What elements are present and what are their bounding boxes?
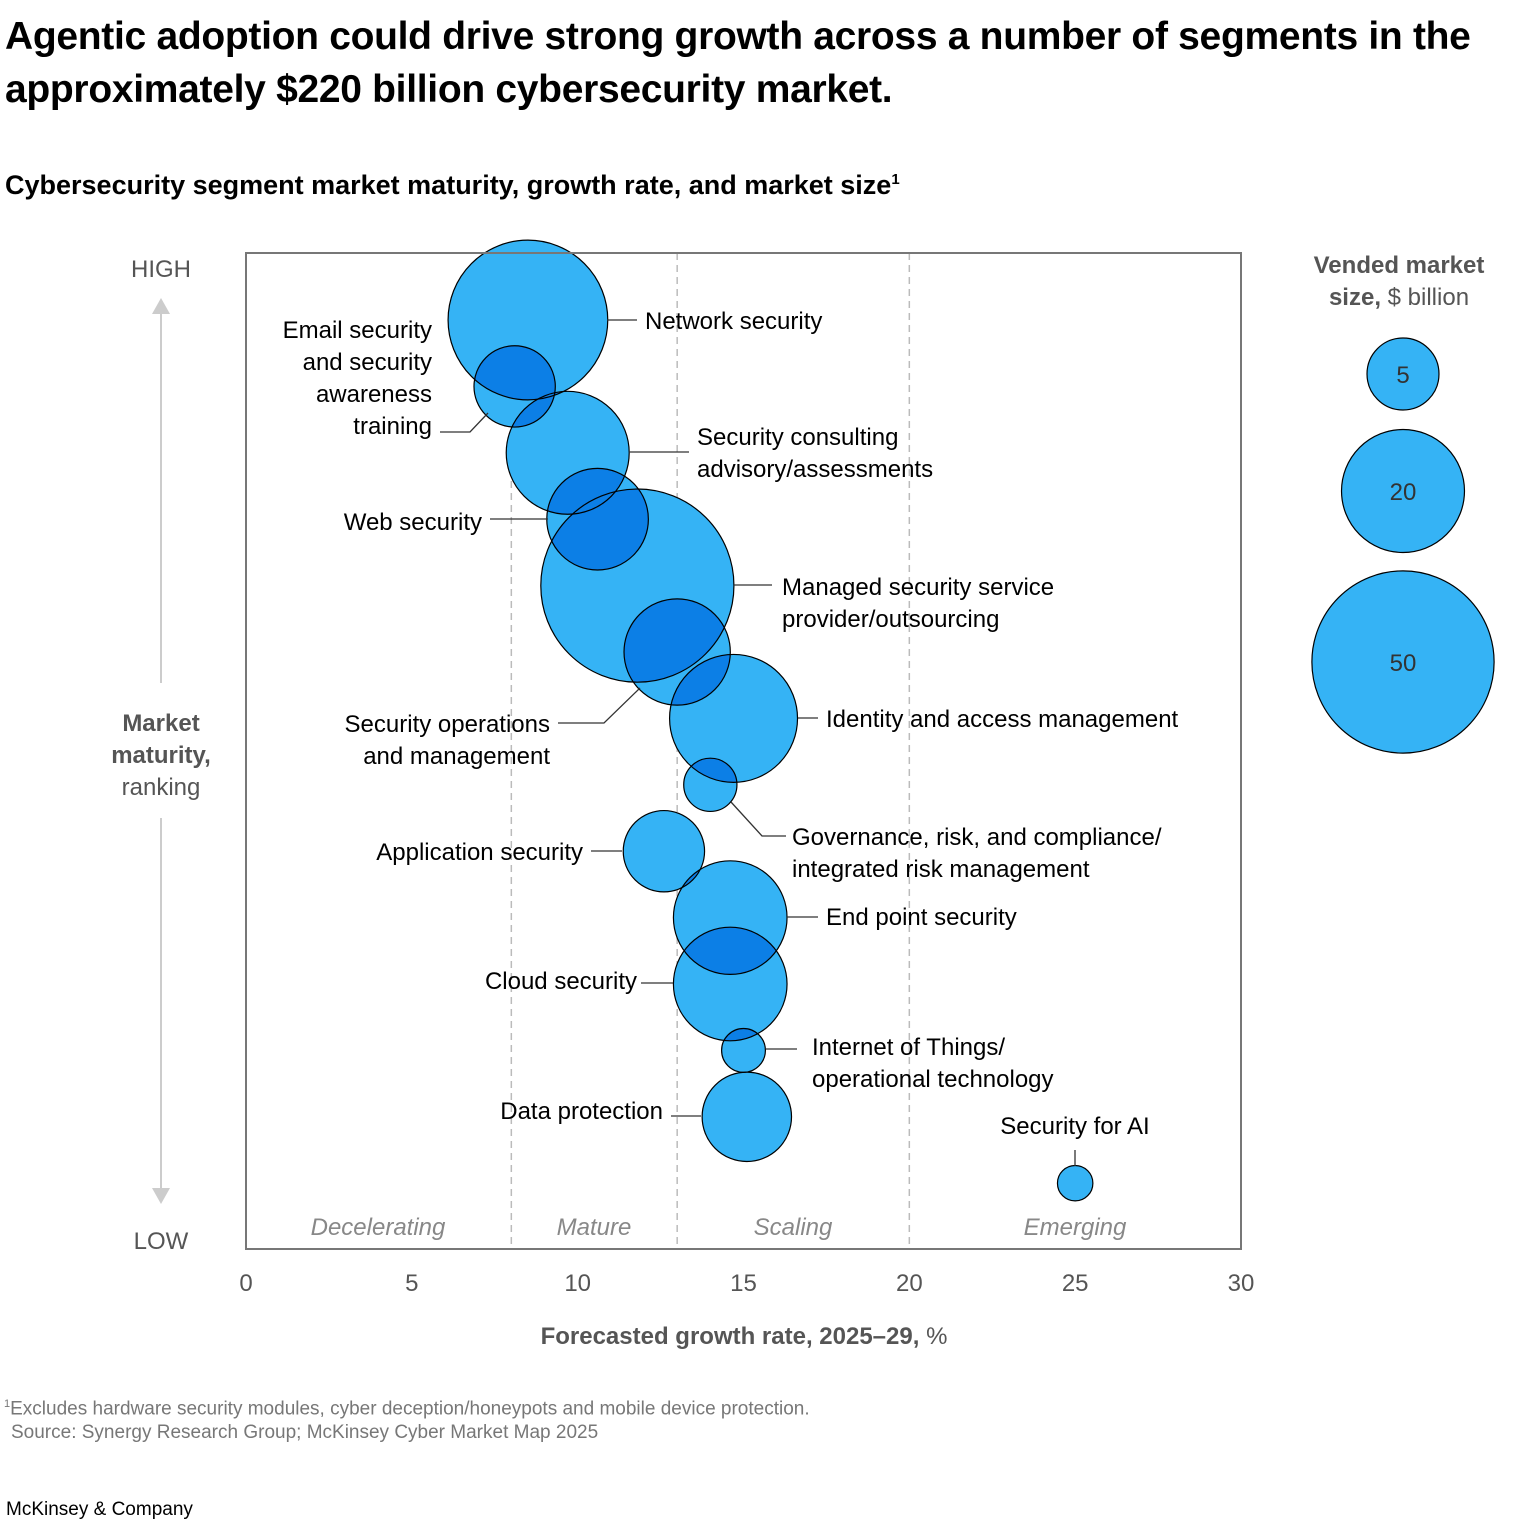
footnote-note: 1Excludes hardware security modules, cyb… bbox=[4, 1392, 810, 1421]
y-axis-label-1: Market bbox=[122, 710, 199, 737]
y-axis-low: LOW bbox=[134, 1228, 189, 1255]
leader-line bbox=[558, 687, 641, 724]
bubble-label: Identity and access management bbox=[826, 706, 1179, 733]
phase-labels: Decelerating Mature Scaling Emerging bbox=[311, 1214, 1127, 1241]
legend-bubble bbox=[1340, 428, 1466, 554]
headline: Agentic adoption could drive strong grow… bbox=[5, 15, 1471, 111]
bubble-outline bbox=[668, 653, 799, 783]
bubble-outline bbox=[672, 926, 788, 1042]
x-axis-label: Forecasted growth rate, 2025–29, % bbox=[541, 1323, 948, 1350]
arrow-down-icon bbox=[152, 1188, 170, 1204]
bubble-overlap bbox=[673, 927, 788, 975]
leader-line bbox=[730, 801, 786, 837]
footnote-mark: 1 bbox=[4, 1398, 11, 1410]
bubble-label: End point security bbox=[826, 904, 1017, 931]
phase-dividers bbox=[510, 253, 911, 1249]
x-tick-label: 5 bbox=[405, 1270, 418, 1297]
bubble-outline bbox=[683, 757, 738, 813]
legend-title-bold: size, bbox=[1329, 284, 1381, 311]
y-axis-label-unit: ranking bbox=[122, 774, 201, 801]
x-tick-label: 25 bbox=[1062, 1270, 1089, 1297]
bubble bbox=[623, 810, 705, 892]
bubble-label: Internet of Things/operational technolog… bbox=[812, 1034, 1054, 1093]
x-tick-label: 0 bbox=[239, 1270, 252, 1297]
footnote: 1Excludes hardware security modules, cyb… bbox=[4, 1392, 810, 1445]
bubble-label: Security consulting advisory/assessments bbox=[697, 424, 933, 483]
y-axis: HIGH LOW Market maturity, ranking bbox=[111, 256, 211, 1255]
y-axis-high: HIGH bbox=[131, 256, 191, 283]
y-axis-label-2: maturity, bbox=[111, 742, 211, 769]
bubble-label: Application security bbox=[376, 839, 583, 866]
bubble-labels: Network security Email security and securi… bbox=[283, 308, 1179, 1166]
bubble-label: Web security bbox=[344, 509, 482, 536]
x-tick-label: 30 bbox=[1228, 1270, 1255, 1297]
legend-bubble bbox=[1366, 337, 1440, 411]
bubble-outline bbox=[505, 390, 630, 515]
arrow-up-icon bbox=[152, 298, 170, 314]
legend-title-unit: $ billion bbox=[1388, 284, 1469, 311]
footnote-text: Excludes hardware security modules, cybe… bbox=[10, 1398, 810, 1420]
bubble-overlap bbox=[473, 345, 556, 400]
legend-title-2: size, $ billion bbox=[1329, 284, 1469, 311]
bubble bbox=[1057, 1165, 1093, 1201]
phase-label: Emerging bbox=[1024, 1214, 1127, 1241]
x-tick-label: 10 bbox=[564, 1270, 591, 1297]
bubble-label: Security for AI bbox=[1000, 1113, 1149, 1140]
bubble-overlap bbox=[546, 489, 649, 571]
legend-title-1: Vended market bbox=[1314, 252, 1485, 279]
bubble-label: Network security bbox=[645, 308, 822, 335]
bubble-outlines bbox=[447, 239, 1094, 1202]
x-tick-label: 15 bbox=[730, 1270, 757, 1297]
phase-label: Mature bbox=[557, 1214, 632, 1241]
footnote-source: Source: Synergy Research Group; McKinsey… bbox=[11, 1422, 599, 1444]
legend-bubble-label: 20 bbox=[1390, 479, 1417, 506]
bubble-outline bbox=[623, 598, 731, 706]
brand-logo: McKinsey & Company bbox=[6, 1499, 193, 1520]
legend-bubble bbox=[1311, 570, 1495, 754]
subtitle-text: Cybersecurity segment market maturity, g… bbox=[5, 170, 892, 200]
x-tick-label: 20 bbox=[896, 1270, 923, 1297]
size-legend: Vended market size, $ billion 5 20 50 bbox=[1311, 252, 1495, 754]
chart-subtitle: Cybersecurity segment market maturity, g… bbox=[5, 170, 900, 201]
leader-line bbox=[440, 412, 489, 433]
plot-frame bbox=[245, 252, 1242, 1250]
subtitle-footnote-mark: 1 bbox=[891, 171, 900, 188]
bubble bbox=[702, 1072, 792, 1162]
bubble-label: Governance, risk, and compliance/integra… bbox=[792, 824, 1162, 883]
bubble-label: Cloud security bbox=[485, 968, 637, 995]
bubble-outline bbox=[622, 809, 706, 893]
bubble-label: Managed security service provider/outsour… bbox=[782, 574, 1054, 633]
bubble-outline bbox=[473, 345, 556, 428]
bubble-overlap bbox=[669, 654, 731, 706]
x-axis-label-bold: Forecasted growth rate, 2025–29, bbox=[541, 1323, 920, 1350]
legend-bubble-label: 50 bbox=[1390, 650, 1417, 677]
bubble-outline bbox=[701, 1071, 793, 1163]
x-axis-label-unit: % bbox=[926, 1323, 947, 1350]
phase-label: Scaling bbox=[754, 1214, 833, 1241]
legend-bubble-label: 5 bbox=[1396, 362, 1409, 389]
phase-label: Decelerating bbox=[311, 1214, 446, 1241]
bubble-outline bbox=[540, 488, 735, 683]
x-axis-ticks: 0 5 10 15 20 25 30 bbox=[239, 1270, 1254, 1297]
bubble-label: Security operations and management bbox=[345, 711, 551, 770]
bubble-label: Email security and security awareness train… bbox=[283, 317, 432, 440]
bubble-label: Data protection bbox=[500, 1098, 663, 1125]
